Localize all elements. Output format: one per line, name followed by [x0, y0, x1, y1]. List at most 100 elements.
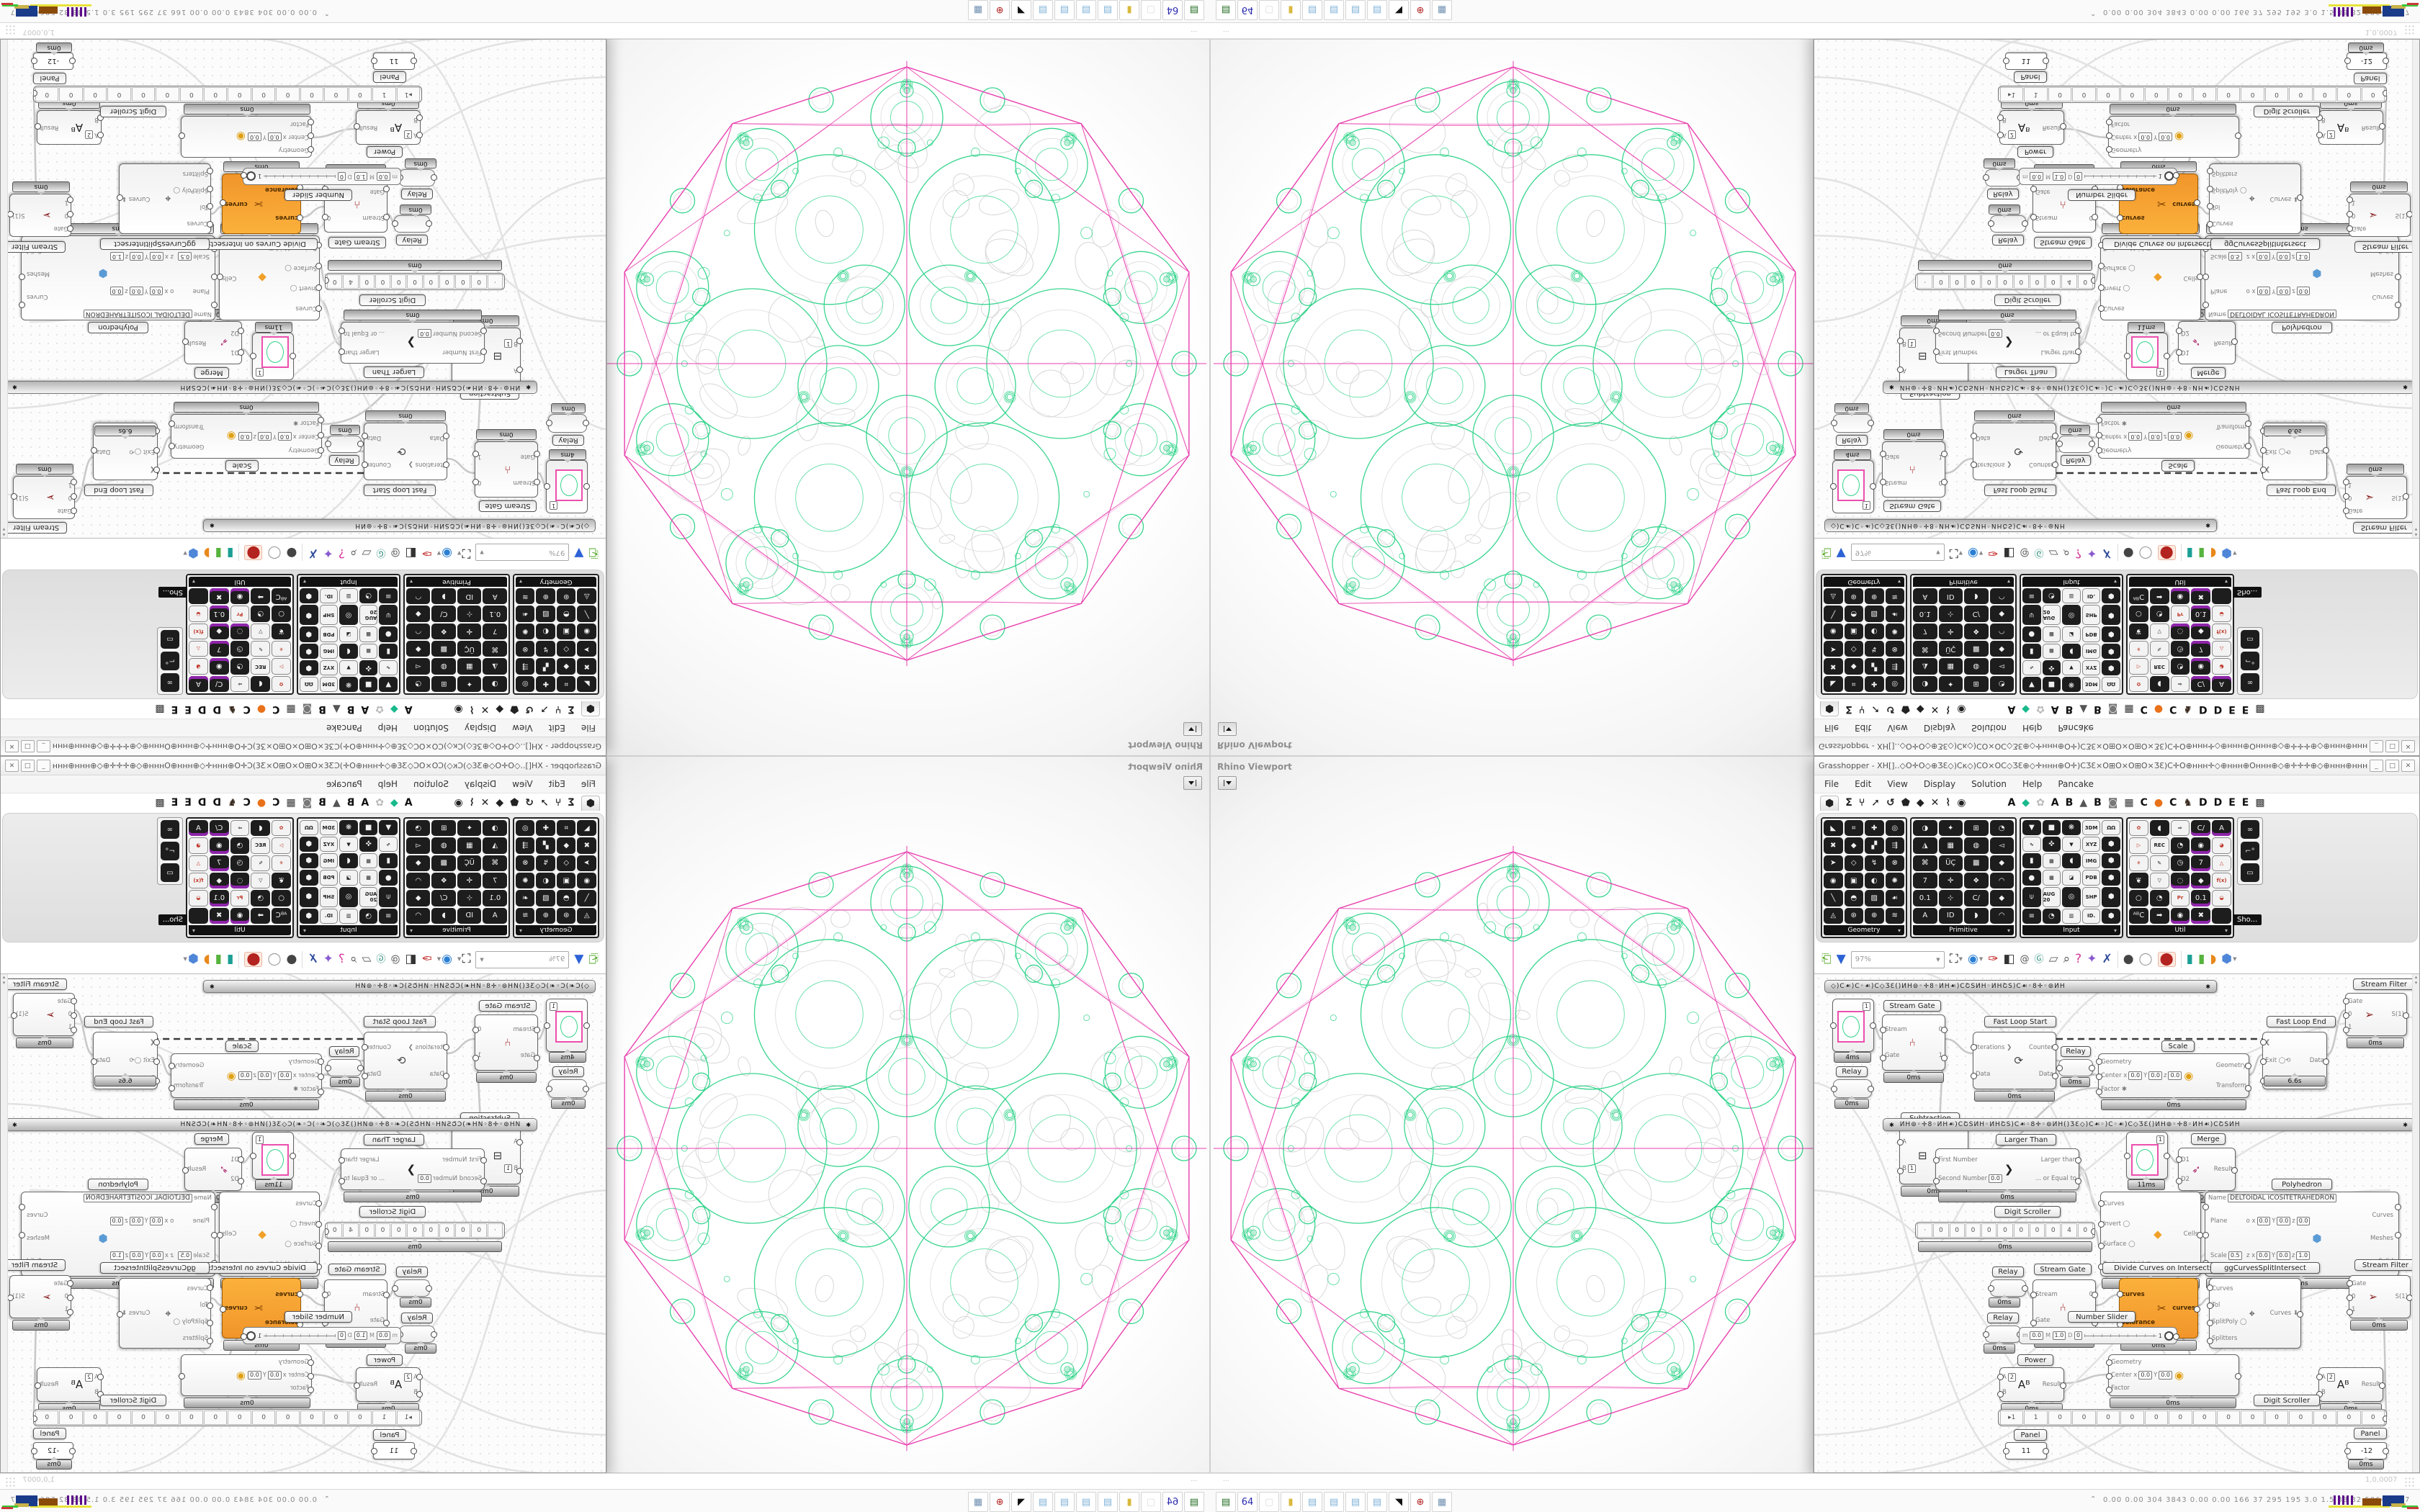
component-icon[interactable]: ⬢ [2102, 853, 2120, 869]
digit-cell[interactable]: 0 [2013, 1223, 2029, 1238]
value-box[interactable]: 1 [1862, 501, 1870, 510]
group-bar[interactable]: ◇)C☙)C◦☙)C◇ƷƐ()ИН⊚◦✛8◦ИН☙)CՇSИН◦ИНՇS)C☙◦… [1824, 980, 2217, 993]
only-draw-selected-icon[interactable]: ▮ [2186, 952, 2193, 966]
node-label[interactable]: Larger Than [1996, 1134, 2056, 1146]
component-icon[interactable]: ▷ [272, 658, 291, 675]
input-port[interactable] [416, 114, 423, 121]
node-label[interactable]: Power [367, 146, 403, 158]
input-port[interactable] [416, 132, 423, 138]
node-label[interactable]: Relay [1836, 1066, 1868, 1077]
component-icon[interactable]: ⬢ [300, 886, 318, 907]
component-icon[interactable]: 7 [209, 641, 229, 657]
component-icon[interactable]: ☙ [1885, 890, 1904, 906]
component-icon[interactable]: ✛ [1938, 872, 1963, 889]
input-port[interactable] [67, 225, 73, 232]
component-icon[interactable]: ▽ [251, 872, 271, 889]
component-icon[interactable]: ◎ [339, 605, 358, 626]
sketch-pen-icon[interactable]: ✑ [1988, 546, 1999, 560]
tab-plugin-4[interactable]: B [2065, 703, 2074, 715]
output-port[interactable] [362, 1073, 368, 1079]
output-port[interactable] [339, 1177, 345, 1184]
digit-cell[interactable]: 0 [107, 1410, 131, 1425]
maximize-button[interactable]: □ [2385, 740, 2399, 752]
output-port[interactable] [2052, 1044, 2058, 1050]
component-icon[interactable]: ● [379, 870, 398, 886]
node-label[interactable]: Fast Loop End [84, 1016, 153, 1027]
component-icon[interactable]: A [2212, 820, 2231, 837]
input-port[interactable] [2176, 328, 2182, 334]
component-icon[interactable]: ⇨ [230, 675, 250, 692]
chevron-up-icon[interactable]: ⌃ [2090, 1495, 2097, 1503]
tab-icon-3[interactable]: ➚ [1871, 703, 1880, 715]
component-icon[interactable]: ◣ [1824, 820, 1843, 837]
component-icon[interactable]: REC [2149, 658, 2169, 675]
tab-plugin-12[interactable]: ♞ [2183, 797, 2192, 809]
component-icon[interactable]: ✦ [1938, 820, 1963, 837]
exposure-icon[interactable]: ◧ [2003, 546, 2015, 560]
component-icon[interactable]: ⍦ [2022, 605, 2041, 626]
input-port[interactable] [1997, 114, 2004, 121]
component-icon[interactable]: ▥ [339, 908, 358, 924]
output-port[interactable] [2403, 493, 2409, 500]
component-icon[interactable]: ◔ [251, 606, 271, 622]
component-icon[interactable]: ◔ [1989, 820, 2014, 837]
component-icon[interactable]: 0.1 [1913, 606, 1937, 622]
component-icon[interactable]: AUG 20 [359, 605, 378, 626]
component-icon[interactable]: ⌘ [483, 855, 507, 871]
component-icon[interactable]: ▩ [431, 641, 456, 657]
digit-cell[interactable]: 0 [439, 1223, 455, 1238]
group-bar[interactable]: ✱ ИН⊚◦✛8◦ИН☙)CՇSИН◦ИНՇS)C☙◦8✛◦⊚ИН()ƷƐ◇)C☙… [1883, 1118, 2414, 1131]
output-port[interactable] [31, 58, 37, 64]
output-port[interactable] [2379, 1382, 2385, 1389]
digit-cell[interactable]: 0 [348, 1410, 372, 1425]
digit-cell[interactable]: 0 [327, 274, 343, 289]
menu-item-pancake[interactable]: Pancake [326, 723, 362, 733]
component-icon[interactable]: ⌐° [161, 652, 179, 670]
component-icon[interactable]: C/ [2191, 820, 2211, 837]
tab-plugin-17[interactable]: ▩ [2255, 797, 2265, 809]
menu-item-file[interactable]: File [581, 723, 596, 733]
tab-icon-9[interactable]: ◉ [454, 703, 463, 715]
component-icon[interactable]: ⬢ [2102, 870, 2120, 886]
component-icon[interactable]: ◒ [189, 890, 208, 906]
node-label[interactable]: Fast Loop End [2267, 485, 2336, 496]
output-port[interactable] [2091, 1228, 2094, 1235]
component-icon[interactable]: ◮ [483, 837, 507, 854]
output-port[interactable] [250, 1153, 256, 1159]
component-icon[interactable]: ◮ [483, 658, 507, 675]
folder-icon[interactable]: ▮ [1119, 0, 1139, 20]
digit-cell[interactable]: 0 [2241, 87, 2264, 102]
output-port[interactable] [11, 1012, 17, 1019]
component-icon[interactable]: ■ [359, 820, 378, 836]
component-icon[interactable]: ◬ [577, 907, 596, 924]
component-icon[interactable]: ◔ [2149, 606, 2169, 622]
component-icon[interactable]: ▩ [359, 870, 378, 886]
output-port[interactable] [250, 353, 256, 359]
node-label[interactable]: Divide Curves on Intersects [195, 238, 318, 250]
preview-wire-icon[interactable]: ◯ [2138, 952, 2153, 966]
node-label[interactable]: Fast Loop End [84, 485, 153, 496]
component-icon[interactable]: ▣ [557, 872, 576, 889]
input-port[interactable] [2176, 1178, 2182, 1184]
component-icon[interactable]: ❖ [1964, 623, 1989, 640]
group-bar[interactable]: ✱ ИН⊚◦✛8◦ИН☙)CՇSИН◦ИНՇS)C☙◦8✛◦⊚ИН()ƷƐ◇)C☙… [1883, 381, 2414, 394]
component-icon[interactable]: C/ [2191, 675, 2211, 692]
tab-plugin-5[interactable]: ▲ [2079, 797, 2088, 809]
component-icon[interactable]: ☙ [1885, 606, 1904, 622]
input-port[interactable] [211, 1203, 218, 1210]
tab-plugin-2[interactable]: ✿ [375, 703, 384, 715]
minimize-button[interactable]: _ [2370, 760, 2383, 772]
component-icon[interactable]: △ [189, 855, 208, 871]
component-icon[interactable]: △ [2212, 641, 2231, 657]
input-port[interactable] [97, 132, 104, 138]
preview-shaded-icon[interactable]: ⬤ [2157, 545, 2176, 560]
component-icon[interactable]: ➡ [2149, 907, 2169, 924]
preview-off-icon[interactable]: ● [2123, 546, 2134, 560]
component-icon[interactable]: ▼ [379, 676, 398, 692]
component-icon[interactable]: ❋ [2062, 676, 2081, 692]
component-icon[interactable]: ID [457, 588, 482, 605]
